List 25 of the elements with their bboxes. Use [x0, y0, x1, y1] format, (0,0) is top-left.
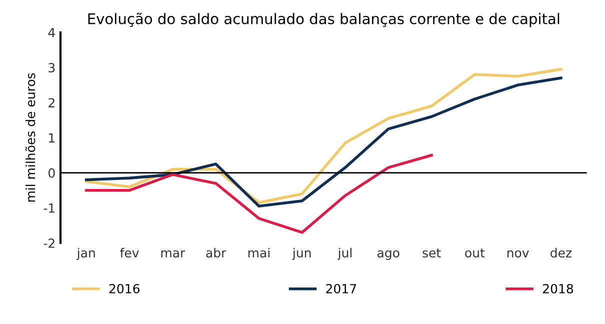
- y-tick-label: -1: [44, 204, 54, 213]
- legend-label: 2016: [109, 284, 140, 294]
- y-tick-label: 0: [48, 168, 55, 178]
- x-tick-label: ago: [378, 250, 400, 260]
- x-tick-label: jun: [292, 248, 311, 260]
- chart-title: Evolução do saldo acumulado das balanças corrente e de capital: [88, 12, 560, 28]
- y-tick-label: 4: [48, 28, 55, 38]
- y-tick-label: 2: [48, 98, 54, 108]
- legend-label: 2018: [542, 284, 574, 294]
- x-tick-label: fev: [120, 248, 139, 258]
- y-tick-label: 3: [48, 62, 55, 72]
- y-tick-label: -2: [44, 238, 54, 248]
- legend-label: 2017: [326, 284, 356, 294]
- x-tick-label: set: [422, 248, 441, 258]
- x-tick-label: mai: [248, 248, 270, 258]
- y-axis-title: mil milhões de euros: [25, 73, 36, 202]
- x-tick-label: dez: [550, 248, 572, 258]
- x-tick-label: nov: [507, 250, 529, 258]
- x-tick-label: jan: [76, 248, 95, 260]
- y-tick-label: 1: [49, 133, 54, 142]
- x-tick-label: abr: [206, 248, 226, 258]
- line-series: [84, 154, 433, 234]
- x-tick-label: jul: [338, 248, 352, 260]
- x-tick-label: out: [465, 248, 485, 258]
- x-tick-label: mar: [161, 250, 186, 258]
